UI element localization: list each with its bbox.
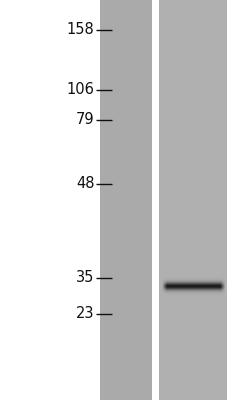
Text: 48: 48 bbox=[76, 176, 94, 192]
Text: 106: 106 bbox=[67, 82, 94, 98]
Bar bbox=[100, 0, 151, 400]
Text: 79: 79 bbox=[76, 112, 94, 128]
Text: 158: 158 bbox=[67, 22, 94, 38]
Bar bbox=[158, 0, 227, 400]
Text: 35: 35 bbox=[76, 270, 94, 286]
Text: 23: 23 bbox=[76, 306, 94, 322]
Bar bbox=[152, 0, 158, 400]
